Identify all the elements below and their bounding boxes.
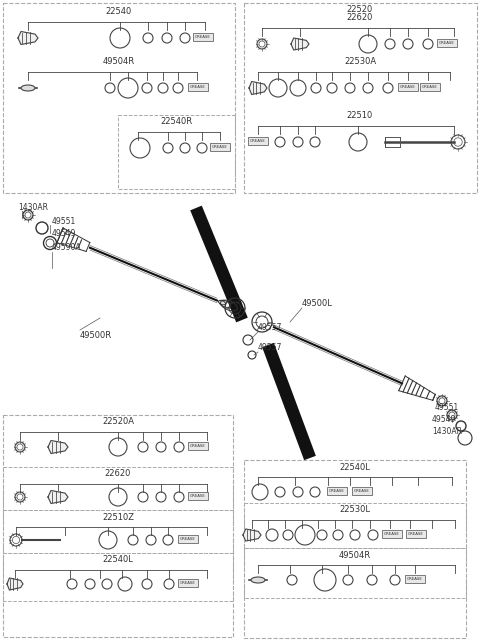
Text: 22510Z: 22510Z [102,512,134,521]
Bar [178,535,198,543]
Text: GREASE: GREASE [329,489,345,493]
Text: GREASE: GREASE [190,494,206,498]
Bar [244,503,466,548]
Bar [193,33,213,41]
Text: 1430AR: 1430AR [18,202,48,211]
Bar [437,39,457,47]
Bar [178,579,198,587]
Text: 49549: 49549 [52,229,76,238]
Text: GREASE: GREASE [250,139,266,143]
Bar [244,548,466,598]
Ellipse shape [21,85,35,91]
Bar [398,83,418,91]
Text: 22540: 22540 [106,8,132,17]
Text: GREASE: GREASE [407,577,423,581]
Bar [3,553,233,601]
Text: 49549: 49549 [432,415,456,424]
Polygon shape [243,529,261,541]
Text: GREASE: GREASE [354,489,370,493]
Text: GREASE: GREASE [384,532,400,536]
Bar [244,460,466,638]
Text: 1430AR: 1430AR [432,428,462,437]
Text: 22540L: 22540L [339,462,371,471]
Bar [352,487,372,495]
Bar [210,143,230,151]
Text: 22620: 22620 [105,469,131,478]
Text: 49557: 49557 [258,343,282,352]
Text: 49500R: 49500R [80,331,112,340]
Bar [420,83,440,91]
Text: GREASE: GREASE [422,85,438,89]
Text: 49504R: 49504R [103,58,135,67]
Bar [188,83,208,91]
Ellipse shape [251,577,265,583]
Text: 22540R: 22540R [160,117,192,126]
Bar [3,415,233,637]
Polygon shape [48,490,68,503]
Bar [118,115,235,189]
Text: GREASE: GREASE [190,85,206,89]
Text: GREASE: GREASE [439,41,455,45]
Text: 49500L: 49500L [302,300,333,309]
Bar [405,575,425,583]
Text: 49557: 49557 [258,324,282,333]
Bar [3,510,233,553]
Polygon shape [291,38,309,50]
Bar [382,530,402,538]
Text: 22520: 22520 [347,6,373,15]
Polygon shape [18,31,38,44]
Bar [188,492,208,500]
Text: 49590A: 49590A [52,243,82,252]
Text: 22530A: 22530A [344,58,376,67]
Polygon shape [249,82,267,94]
Polygon shape [7,578,23,590]
Text: 22530L: 22530L [339,505,371,514]
Text: 49551: 49551 [435,404,459,413]
Bar [327,487,347,495]
Text: GREASE: GREASE [400,85,416,89]
Text: GREASE: GREASE [180,537,196,541]
Bar [248,137,268,145]
Text: 22540L: 22540L [103,555,133,564]
Text: 49504R: 49504R [339,550,371,559]
Bar [244,3,477,193]
Text: GREASE: GREASE [195,35,211,39]
Text: 49551: 49551 [52,218,76,227]
Text: GREASE: GREASE [190,444,206,448]
Bar [406,530,426,538]
Text: GREASE: GREASE [180,581,196,585]
Text: 22510: 22510 [347,112,373,121]
Bar [188,442,208,450]
Text: 22520A: 22520A [102,417,134,426]
Text: 22620: 22620 [347,13,373,22]
Ellipse shape [218,300,226,305]
Text: GREASE: GREASE [408,532,424,536]
Bar [3,3,235,193]
Bar [3,467,233,510]
Polygon shape [48,440,68,453]
Text: GREASE: GREASE [212,145,228,149]
